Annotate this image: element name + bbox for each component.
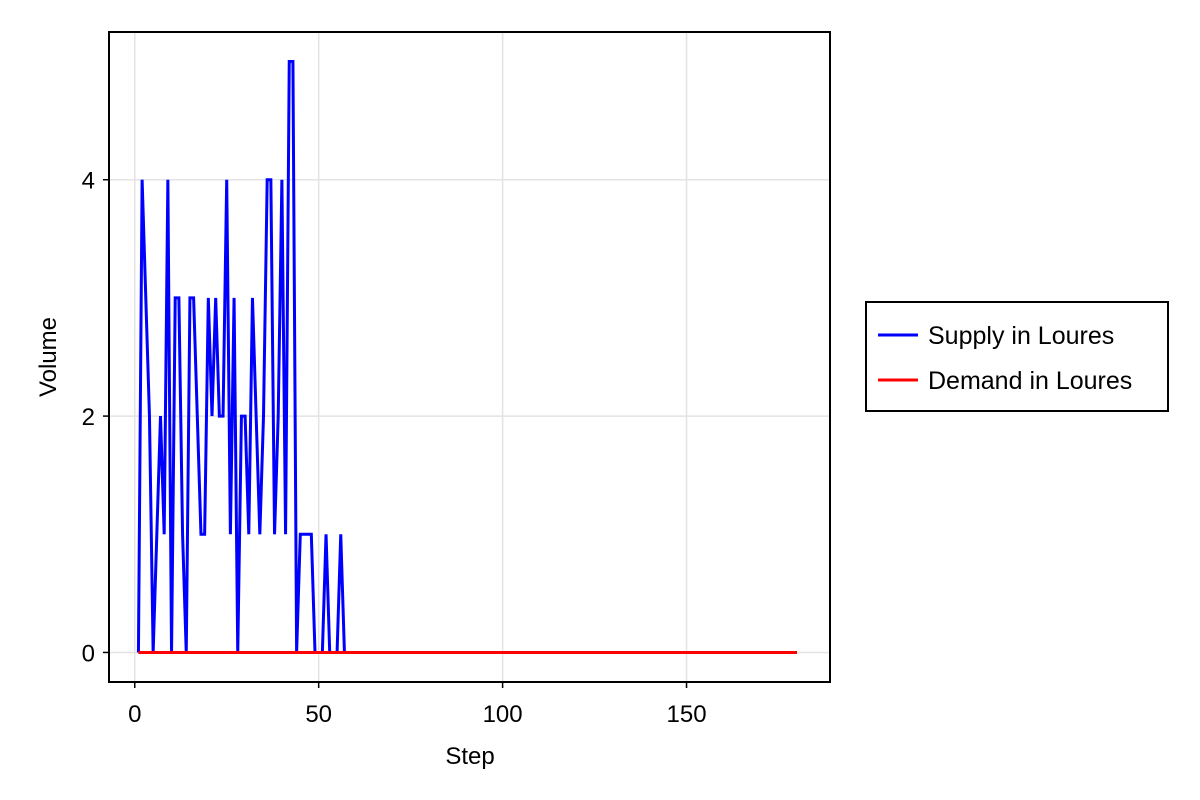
x-axis-title: Step xyxy=(445,743,494,770)
y-axis-ticks: 0 2 4 xyxy=(82,168,109,667)
x-axis-ticks: 0 50 100 150 xyxy=(128,682,707,728)
x-tick-label: 100 xyxy=(483,701,523,728)
legend-box xyxy=(865,301,1169,412)
y-axis-title: Volume xyxy=(35,317,62,397)
x-tick-label: 50 xyxy=(305,701,332,728)
y-tick-label: 4 xyxy=(82,168,95,195)
plot-frame xyxy=(108,31,831,683)
y-tick-label: 0 xyxy=(82,640,95,667)
x-tick-label: 150 xyxy=(667,701,707,728)
legend-label-supply: Supply in Loures xyxy=(928,322,1114,350)
y-tick-label: 2 xyxy=(82,404,95,431)
legend: Supply in Loures Demand in Loures xyxy=(865,301,1169,412)
legend-label-demand: Demand in Loures xyxy=(928,367,1132,395)
x-tick-label: 0 xyxy=(128,701,141,728)
series-lines xyxy=(136,60,797,654)
series-line-supply xyxy=(136,60,797,654)
